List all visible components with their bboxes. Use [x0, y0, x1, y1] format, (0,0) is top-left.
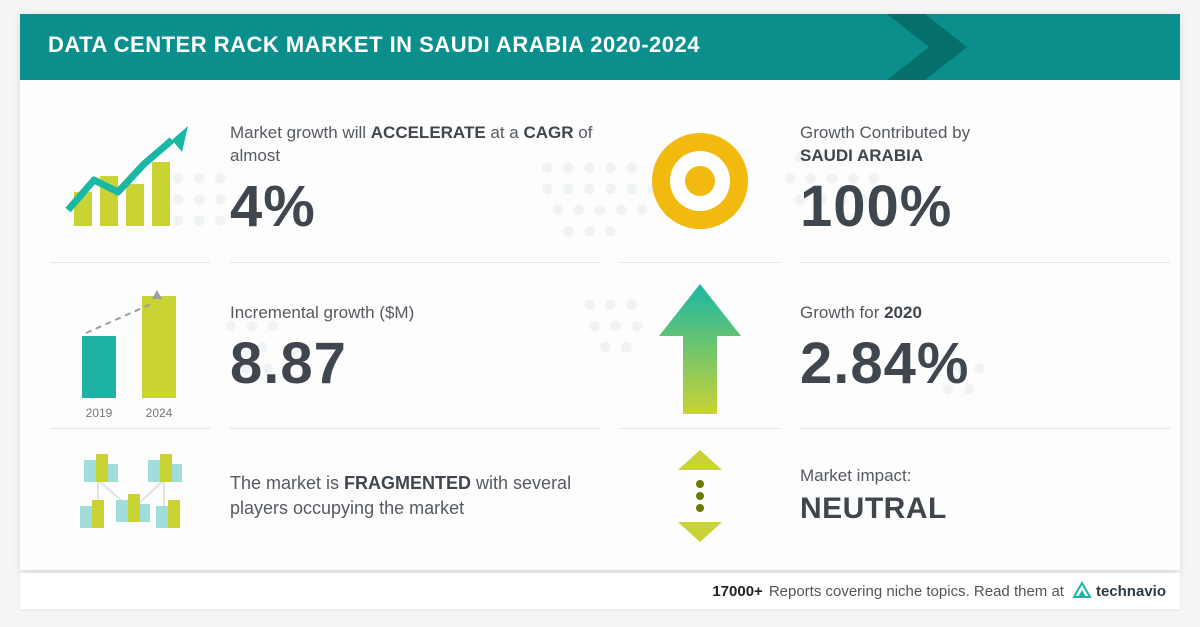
fragmented-icon — [50, 428, 210, 548]
text: at a — [486, 123, 524, 142]
text: The market is — [230, 473, 344, 493]
incremental-value: 8.87 — [230, 330, 600, 397]
incremental-lead: Incremental growth ($M) — [230, 302, 600, 325]
text: Market growth will — [230, 123, 371, 142]
pie-icon — [620, 106, 780, 256]
incremental-block: Incremental growth ($M) 8.87 — [230, 262, 600, 422]
text-bold: CAGR — [524, 123, 574, 142]
text-bold: ACCELERATE — [371, 123, 486, 142]
cagr-block: Market growth will ACCELERATE at a CAGR … — [230, 106, 600, 256]
growth2020-lead: Growth for 2020 — [800, 302, 1170, 325]
contribution-lead: Growth Contributed by SAUDI ARABIA — [800, 122, 1170, 168]
cagr-value: 4% — [230, 173, 600, 240]
text: Growth for — [800, 303, 884, 322]
text-bold: 2020 — [884, 303, 922, 322]
text-bold: SAUDI ARABIA — [800, 146, 923, 165]
brand-logo: technavio — [1072, 581, 1166, 601]
footer-count: 17000+ — [712, 583, 762, 600]
up-arrow-icon — [620, 262, 780, 422]
footer-bar: 17000+ Reports covering niche topics. Re… — [20, 573, 1180, 609]
bar-label: 2024 — [142, 406, 176, 420]
fragmented-block: The market is FRAGMENTED with several pl… — [230, 428, 600, 548]
text-bold: FRAGMENTED — [344, 473, 471, 493]
fragmented-lead: The market is FRAGMENTED with several pl… — [230, 471, 600, 520]
page-title: DATA CENTER RACK MARKET IN SAUDI ARABIA … — [48, 32, 700, 58]
contribution-block: Growth Contributed by SAUDI ARABIA 100% — [800, 106, 1170, 256]
growth2020-value: 2.84% — [800, 330, 1170, 397]
growth-chart-icon — [50, 106, 210, 256]
impact-value: NEUTRAL — [800, 492, 1170, 526]
contribution-value: 100% — [800, 173, 1170, 240]
impact-block: Market impact: NEUTRAL — [800, 428, 1170, 548]
bar-compare-icon: 2019 2024 — [50, 262, 210, 422]
brand-name: technavio — [1096, 583, 1166, 600]
growth2020-block: Growth for 2020 2.84% — [800, 262, 1170, 422]
brand-triangle-icon — [1072, 581, 1092, 601]
footer-text: Reports covering niche topics. Read them… — [769, 583, 1064, 600]
text: Growth Contributed by — [800, 123, 970, 142]
neutral-icon — [620, 428, 780, 548]
bar-label: 2019 — [82, 406, 116, 420]
cagr-lead: Market growth will ACCELERATE at a CAGR … — [230, 122, 600, 168]
impact-lead: Market impact: — [800, 465, 1170, 488]
header-banner: DATA CENTER RACK MARKET IN SAUDI ARABIA … — [20, 14, 1180, 80]
